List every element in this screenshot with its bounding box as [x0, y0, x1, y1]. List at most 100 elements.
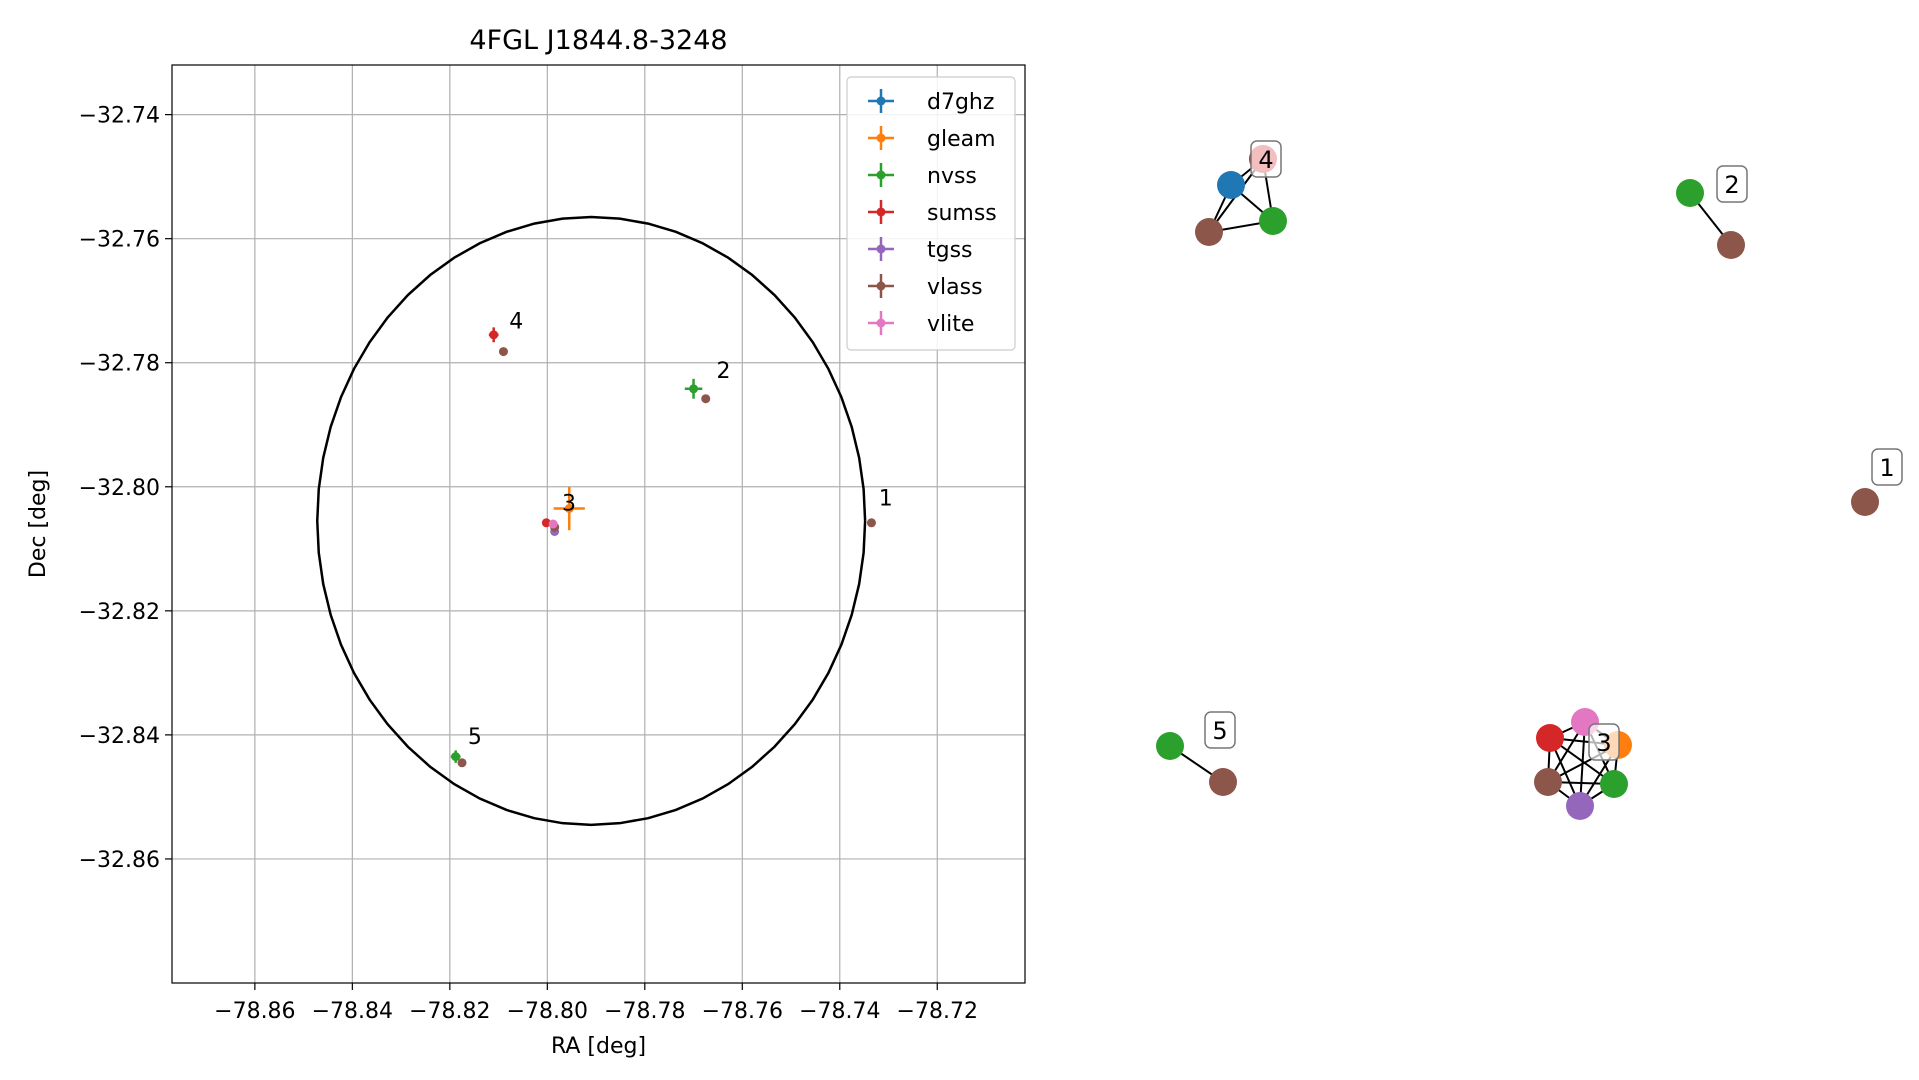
- legend-marker-dot: [876, 318, 886, 328]
- y-axis-label: Dec [deg]: [26, 470, 51, 578]
- marker-sumss: [489, 330, 499, 340]
- network-label: 5: [1212, 717, 1227, 745]
- network-node: [1536, 724, 1564, 752]
- x-tick-label: −78.76: [702, 999, 783, 1024]
- legend-label: gleam: [927, 127, 996, 152]
- x-tick-label: −78.82: [409, 999, 490, 1024]
- annotation-label: 4: [509, 310, 523, 335]
- network-group-3: 3: [1534, 708, 1632, 820]
- network-node: [1195, 218, 1223, 246]
- network-label: 1: [1879, 454, 1894, 482]
- annotation-label: 1: [879, 486, 893, 511]
- x-tick-label: −78.74: [799, 999, 880, 1024]
- annotation-label: 3: [562, 491, 576, 516]
- marker-vlass: [866, 518, 876, 528]
- legend-marker-dot: [876, 244, 886, 254]
- network-group-5: 5: [1156, 711, 1237, 796]
- point-vlass: [498, 347, 508, 357]
- legend-entry-nvss: nvss: [868, 163, 977, 189]
- annotation-label: 5: [468, 725, 482, 750]
- legend-marker-dot: [876, 170, 886, 180]
- legend-label: d7ghz: [927, 90, 994, 115]
- legend-marker-dot: [876, 207, 886, 217]
- network-node: [1156, 732, 1184, 760]
- point-vlass: [457, 758, 467, 768]
- chart-title: 4FGL J1844.8-3248: [469, 25, 727, 56]
- x-axis-ticks: −78.86 −78.84 −78.82 −78.80 −78.78 −78.76 −78.…: [214, 983, 978, 1024]
- marker-nvss: [689, 384, 699, 394]
- legend-marker-dot: [876, 96, 886, 106]
- network-node: [1259, 207, 1287, 235]
- network-node: [1217, 171, 1245, 199]
- legend-entry-d7ghz: d7ghz: [868, 89, 994, 115]
- network-node: [1534, 768, 1562, 796]
- y-tick-label: −32.76: [79, 228, 160, 253]
- marker-nvss: [451, 752, 461, 762]
- network-label-box: [1204, 711, 1236, 749]
- legend-label: sumss: [927, 201, 997, 226]
- y-tick-label: −32.86: [79, 848, 160, 873]
- marker-vlass: [701, 394, 711, 404]
- point-annotations: 4 2 3 1 5: [468, 310, 893, 751]
- legend: d7ghz gleam nvss sumss tgss vlass vlite: [846, 76, 1016, 351]
- point-nvss: [684, 378, 703, 399]
- y-tick-label: −32.78: [79, 352, 160, 377]
- point-gleam: [553, 486, 585, 531]
- marker-vlass: [498, 347, 508, 357]
- x-axis-label: RA [deg]: [551, 1034, 646, 1059]
- network-label: 3: [1596, 729, 1611, 757]
- network-label-box: [1588, 723, 1620, 761]
- uncertainty-ellipse-layer: [315, 215, 867, 827]
- marker-sumss: [541, 518, 551, 528]
- data-points: [450, 327, 876, 768]
- legend-box: [846, 76, 1016, 351]
- point-sumss: [488, 327, 499, 343]
- legend-entry-sumss: sumss: [868, 200, 997, 226]
- legend-label: vlass: [927, 275, 983, 300]
- annotation-label: 2: [716, 359, 730, 384]
- network-graph-panel: 4 2 1 5 3: [1156, 140, 1903, 820]
- network-group-1: 1: [1851, 448, 1903, 516]
- network-label: 2: [1724, 171, 1739, 199]
- point-vlite: [548, 519, 558, 529]
- network-label-box: [1716, 165, 1748, 203]
- x-tick-label: −78.84: [312, 999, 393, 1024]
- network-label-box: [1871, 448, 1903, 486]
- marker-vlite: [548, 519, 558, 529]
- legend-label: nvss: [927, 164, 977, 189]
- legend-entry-gleam: gleam: [868, 126, 996, 152]
- point-nvss: [450, 750, 461, 763]
- network-group-4: 4: [1195, 140, 1287, 246]
- legend-entry-tgss: tgss: [868, 237, 973, 263]
- point-vlass: [866, 518, 876, 528]
- point-vlass: [701, 394, 711, 404]
- x-tick-label: −78.72: [897, 999, 978, 1024]
- x-tick-label: −78.86: [214, 999, 295, 1024]
- scatter-panel: 423 15 −78.86 −78.84 −78.82 −78.80 −78.78 −78.…: [26, 25, 1026, 1059]
- marker-vlass: [457, 758, 467, 768]
- x-tick-label: −78.80: [507, 999, 588, 1024]
- network-node: [1851, 488, 1879, 516]
- y-tick-label: −32.84: [79, 724, 160, 749]
- legend-label: tgss: [927, 238, 973, 263]
- network-node: [1209, 768, 1237, 796]
- y-tick-label: −32.80: [79, 476, 160, 501]
- y-axis-ticks: −32.74 −32.76 −32.78 −32.80 −32.82 −32.84 −32.…: [79, 104, 172, 873]
- legend-label: vlite: [927, 312, 974, 337]
- network-label: 4: [1258, 146, 1273, 174]
- legend-marker-dot: [876, 281, 886, 291]
- x-tick-label: −78.78: [604, 999, 685, 1024]
- network-node: [1600, 770, 1628, 798]
- network-node: [1717, 231, 1745, 259]
- legend-entry-vlass: vlass: [868, 274, 983, 300]
- y-tick-label: −32.74: [79, 104, 160, 129]
- point-sumss: [541, 518, 551, 528]
- network-label-box: [1250, 140, 1282, 178]
- marker-gleam: [564, 503, 574, 513]
- uncertainty-ellipse: [315, 215, 867, 827]
- network-node: [1676, 179, 1704, 207]
- axes-frame: [171, 64, 1026, 984]
- legend-marker-dot: [876, 133, 886, 143]
- legend-entry-vlite: vlite: [868, 311, 974, 337]
